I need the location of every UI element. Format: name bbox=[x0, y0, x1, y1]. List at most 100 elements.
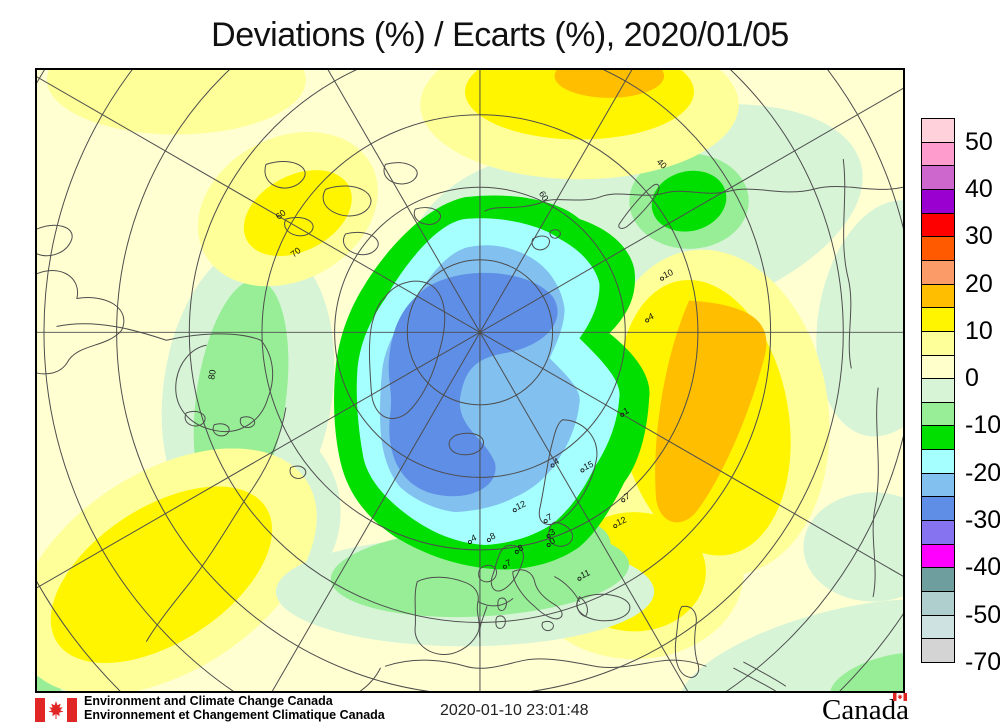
colorbar-tick-label: -20 bbox=[965, 458, 1000, 487]
contour-cornflower-core bbox=[388, 272, 558, 497]
colorbar-cell bbox=[921, 331, 955, 356]
station-value-label: 12 bbox=[615, 514, 628, 527]
colorbar-cell bbox=[921, 520, 955, 545]
coastline-caspian bbox=[674, 605, 700, 678]
colorbar-cell bbox=[921, 425, 955, 450]
station-value-label: 12 bbox=[514, 499, 527, 512]
station-marker bbox=[621, 498, 626, 503]
station-value-label: 7 bbox=[623, 491, 632, 502]
colorbar-tick-label: -70 bbox=[965, 648, 1000, 676]
colorbar-cell bbox=[921, 567, 955, 592]
station-marker bbox=[577, 576, 582, 581]
station-value-label: 11 bbox=[579, 567, 592, 580]
polar-vortex-anomaly bbox=[275, 195, 655, 647]
colorbar-tick-label: -10 bbox=[965, 411, 1000, 440]
map-frame: 80 70 60 60 40 1 4 10 15 4 12 7 7 12 8 3 0 4 8 7 11 bbox=[35, 68, 905, 693]
contour-green-spot-northeast bbox=[651, 170, 727, 232]
station-value-label: 7 bbox=[504, 557, 513, 568]
station-marker bbox=[580, 468, 585, 473]
colorbar-cell bbox=[921, 284, 955, 308]
station-marker bbox=[550, 463, 555, 468]
colorbar-cell bbox=[921, 473, 955, 497]
station-marker bbox=[613, 524, 618, 529]
colorbar-cell bbox=[921, 165, 955, 190]
colorbar-tick-label: 10 bbox=[965, 316, 993, 345]
coastline-north-africa bbox=[360, 658, 707, 691]
colorbar-cell bbox=[921, 378, 955, 403]
river-ural bbox=[872, 387, 879, 598]
coastline-siberia bbox=[484, 186, 903, 212]
coastline-svalbard bbox=[531, 229, 561, 251]
coastline-hudson-bay bbox=[56, 323, 274, 433]
footer: Environment and Climate Change Canada En… bbox=[0, 693, 1000, 726]
latitude-label: 70 bbox=[289, 245, 303, 259]
coastline-newfoundland bbox=[289, 465, 307, 479]
station-marker bbox=[645, 318, 650, 323]
coastline-arctic-islands bbox=[264, 161, 441, 256]
river-ob bbox=[842, 158, 852, 369]
colorbar-legend: 50 40 30 20 10 0 -10 -20 -30 -40 -50 -70 bbox=[921, 118, 1000, 675]
graticule bbox=[37, 70, 903, 691]
latitude-label: 60 bbox=[274, 208, 288, 222]
station-value-label: 10 bbox=[661, 267, 674, 280]
station-value-label: 15 bbox=[582, 459, 595, 472]
latitude-label: 60 bbox=[537, 189, 551, 203]
colorbar-cell bbox=[921, 449, 955, 474]
coastline-iberia bbox=[414, 576, 480, 655]
colorbar-tick-label: -30 bbox=[965, 506, 1000, 535]
coastlines bbox=[37, 158, 903, 691]
colorbar-tick-label: 20 bbox=[965, 269, 993, 298]
coastline-scandinavia bbox=[538, 419, 598, 547]
colorbar-tick-label: 0 bbox=[965, 364, 979, 393]
station-value-label: 0 bbox=[548, 535, 557, 546]
agency-name-fr: Environnement et Changement Climatique C… bbox=[84, 707, 385, 722]
station-value-label: 3 bbox=[548, 526, 557, 537]
coastline-bering bbox=[37, 224, 73, 257]
station-marker bbox=[546, 542, 551, 547]
station-marker bbox=[468, 539, 472, 544]
colorbar-tick-label: 40 bbox=[965, 174, 993, 203]
station-value-label: 4 bbox=[646, 311, 655, 322]
station-marker bbox=[512, 508, 517, 513]
colorbar-cell bbox=[921, 118, 955, 143]
colorbar-cell bbox=[921, 189, 955, 214]
coastline-great-lakes bbox=[184, 411, 256, 437]
colorbar-tick-label: 50 bbox=[965, 127, 993, 156]
station-value-label: 4 bbox=[552, 456, 561, 467]
station-marker bbox=[514, 549, 519, 554]
coastline-italy bbox=[495, 569, 563, 632]
colorbar-tick-label: 30 bbox=[965, 222, 993, 251]
coastline-france-med bbox=[477, 598, 514, 639]
coastline-iceland bbox=[448, 432, 485, 456]
station-value-label: 4 bbox=[469, 532, 478, 543]
colorbar-cell bbox=[921, 213, 955, 237]
station-marker bbox=[660, 276, 665, 281]
colorbar-cell bbox=[921, 260, 955, 285]
colorbar-cell bbox=[921, 142, 955, 166]
page-title: Deviations (%) / Ecarts (%), 2020/01/05 bbox=[211, 16, 789, 54]
canada-wordmark-flag-icon bbox=[893, 693, 907, 701]
latitude-label: 80 bbox=[206, 369, 218, 381]
canada-wordmark: Canada bbox=[822, 693, 909, 726]
agency-names: Environment and Climate Change Canada En… bbox=[84, 694, 385, 722]
station-marker bbox=[486, 537, 491, 542]
station-value-label: 8 bbox=[516, 542, 525, 553]
station-value-label: 1 bbox=[622, 405, 631, 416]
coastline-british-isles bbox=[478, 544, 525, 592]
station-marker bbox=[546, 534, 551, 538]
coastline-alaska bbox=[37, 270, 125, 375]
colorbar-cell bbox=[921, 236, 955, 261]
station-value-label: 7 bbox=[545, 512, 554, 523]
colorbar-cell bbox=[921, 402, 955, 426]
colorbar-cell bbox=[921, 355, 955, 379]
coastline-east-coast bbox=[145, 407, 287, 642]
station-marker bbox=[543, 519, 548, 524]
colorbar-cell bbox=[921, 496, 955, 521]
colorbar-cell bbox=[921, 307, 955, 332]
colorbar-tick-label: -40 bbox=[965, 553, 1000, 582]
colorbar-cell bbox=[921, 544, 955, 568]
coastline-red-sea bbox=[733, 661, 787, 691]
